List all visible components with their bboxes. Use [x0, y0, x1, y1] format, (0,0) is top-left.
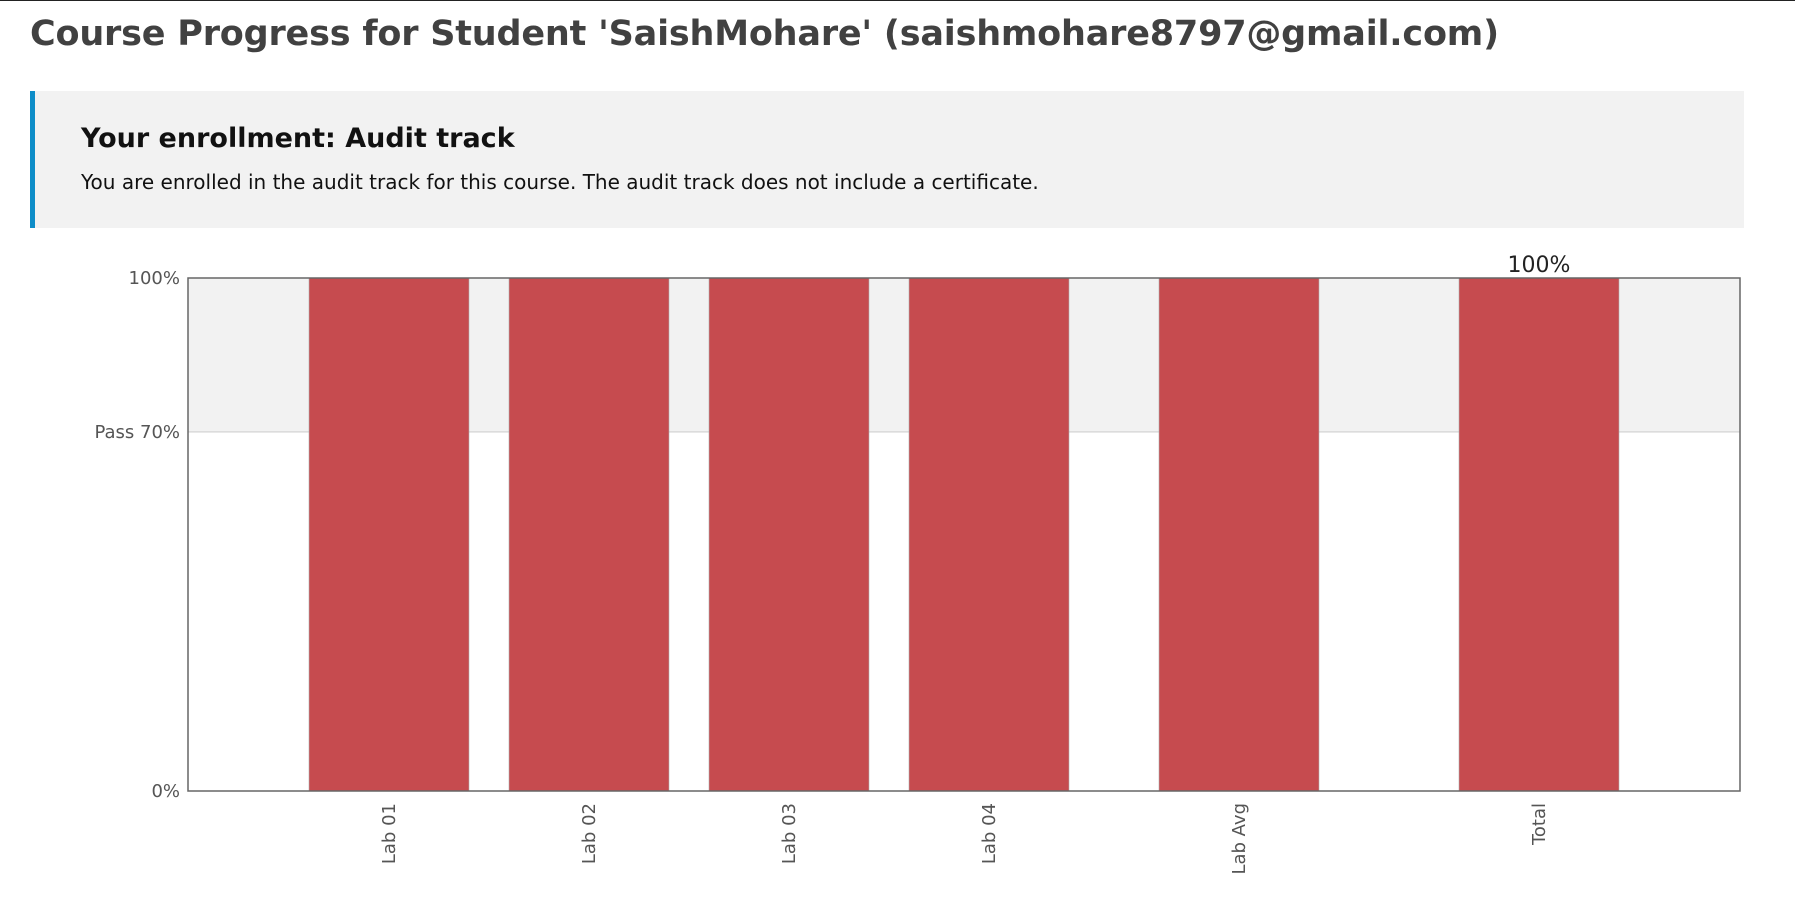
y-tick-label: 100%: [129, 268, 180, 289]
enrollment-message-box: Your enrollment: Audit track You are enr…: [30, 91, 1744, 228]
x-tick-label: Lab 02: [579, 803, 600, 864]
y-tick-label: Pass 70%: [94, 422, 180, 443]
x-tick-label: Lab Avg: [1229, 803, 1250, 875]
bar-group: [308, 277, 1620, 792]
bar-lab-03: [708, 277, 870, 792]
total-value-label: 100%: [1508, 253, 1571, 278]
bar-lab-04: [908, 277, 1070, 792]
top-rule: [0, 0, 1795, 1]
x-tick-label: Total: [1529, 803, 1550, 846]
x-axis-ticks: Lab 01 Lab 02 Lab 03 Lab 04 Lab Avg Total: [379, 803, 1550, 875]
grade-chart: 100%Pass 70%0% Lab 01 Lab 02 Lab 03 Lab 04 L…: [94, 253, 1741, 875]
bar-lab-avg: [1158, 277, 1320, 792]
x-tick-label: Lab 01: [379, 803, 400, 864]
x-tick-label: Lab 04: [979, 803, 1000, 864]
enrollment-message: You are enrolled in the audit track for …: [81, 170, 1039, 194]
enrollment-title: Your enrollment: Audit track: [81, 123, 515, 154]
y-axis-ticks: 100% Pass 70% 0%: [94, 268, 180, 802]
bar-lab-01: [308, 277, 470, 792]
x-tick-label: Lab 03: [779, 803, 800, 864]
bar-lab-02: [508, 277, 670, 792]
bar-total: [1458, 277, 1620, 792]
plot-frame: [187, 277, 1741, 792]
page-title: Course Progress for Student 'SaishMohare…: [30, 14, 1499, 54]
y-tick-label: 0%: [151, 781, 180, 802]
